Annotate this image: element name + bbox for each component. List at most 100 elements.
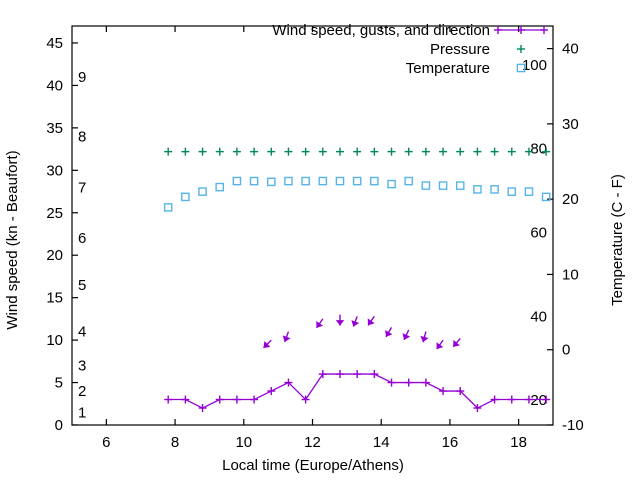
y-axis-title: Wind speed (kn - Beaufort) [4,150,21,329]
square-marker [318,176,328,186]
plus-marker [232,147,241,156]
plus-marker [439,387,448,396]
plus-marker [370,370,379,379]
plus-marker [540,26,548,34]
fahrenheit-scale-labels: 20 40 60 80 100 [522,57,547,409]
square-marker [198,187,207,196]
wind-direction-arrow [315,318,324,329]
square-marker [215,182,225,192]
y2-axis-title: Temperature (C - F) [609,174,626,306]
plus-marker [250,395,259,404]
plus-marker [164,395,173,404]
plus-marker [524,395,533,404]
fahrenheit-label: 100 [522,57,547,74]
plus-marker [387,147,396,156]
plus-marker [284,147,293,156]
x-axis-title: Local time (Europe/Athens) [222,457,404,474]
square-marker [232,176,242,186]
plus-marker [404,147,413,156]
wind-direction-arrow [420,331,429,343]
y2-tick-label: 0 [562,342,570,359]
plus-marker [404,378,413,387]
y-tick-label: 35 [46,120,63,137]
fahrenheit-label: 20 [530,392,547,409]
legend-sample [516,63,526,73]
square-marker [438,181,448,190]
plus-marker [473,404,482,413]
plus-marker [181,395,190,404]
square-marker [163,203,173,212]
y2-tick-label: 20 [562,191,579,208]
wind-direction-arrow [282,331,291,343]
wind-direction-arrow [436,339,444,350]
beaufort-label: 9 [78,69,86,86]
plus-marker [456,147,465,156]
wind-direction-arrow [335,314,345,326]
y2-tick-label: 40 [562,41,579,58]
legend-label: Pressure [430,41,490,58]
plus-marker [517,45,525,53]
square-marker [301,176,310,186]
plus-marker [517,26,525,34]
legend-sample [517,45,525,53]
wind-direction-arrows [262,314,461,350]
wind-direction-arrow [367,315,375,326]
plus-marker [507,147,516,156]
square-marker [541,192,551,202]
legend-label: Wind speed, gusts, and direction [272,22,490,39]
plus-marker [181,147,190,156]
square-marker [421,181,431,190]
beaufort-label: 5 [78,277,86,294]
x-tick-label: 8 [171,434,179,451]
y-tick-label: 20 [46,247,63,264]
plus-marker [318,147,327,156]
square-marker [181,192,190,202]
beaufort-label: 1 [78,404,86,421]
beaufort-label: 8 [78,128,86,145]
plus-marker [542,395,551,404]
y-tick-label: 30 [46,162,63,179]
plus-marker [267,147,276,156]
x-tick-label: 10 [235,434,252,451]
x-tick-label: 16 [442,434,459,451]
plus-marker [439,147,448,156]
plus-marker [215,147,224,156]
plus-marker [494,26,502,34]
plus-marker [232,395,241,404]
square-marker [352,176,362,186]
square-marker [516,63,526,73]
y2-tick-label: 30 [562,116,579,133]
square-marker [335,176,345,186]
legend-sample [494,26,548,34]
wind-direction-arrow [385,327,393,338]
beaufort-label: 2 [78,383,86,400]
square-marker [284,176,293,186]
y2-axis-ticks: -10 0 10 20 30 40 [547,41,584,434]
y-tick-label: 45 [46,35,63,52]
plus-marker [198,147,207,156]
square-marker [473,185,482,194]
y-tick-label: 10 [46,332,63,349]
y-axis-ticks: 0 5 10 15 20 25 30 35 40 45 [46,35,78,434]
plus-marker [524,147,533,156]
beaufort-label: 7 [78,179,86,196]
wind-direction-arrow [262,339,272,349]
y-tick-label: 0 [55,417,63,434]
y-tick-label: 5 [55,375,63,392]
plus-marker [250,147,259,156]
beaufort-label: 6 [78,230,86,247]
plus-marker [301,147,310,156]
square-marker [387,179,396,189]
square-marker [370,176,379,186]
plus-marker [267,387,276,396]
fahrenheit-label: 80 [530,141,547,158]
plus-marker [490,147,499,156]
plus-marker [542,147,551,156]
plus-marker [164,147,173,156]
plus-marker [473,147,482,156]
plus-marker [353,370,362,379]
y-tick-label: 15 [46,290,63,307]
plus-marker [318,370,327,379]
